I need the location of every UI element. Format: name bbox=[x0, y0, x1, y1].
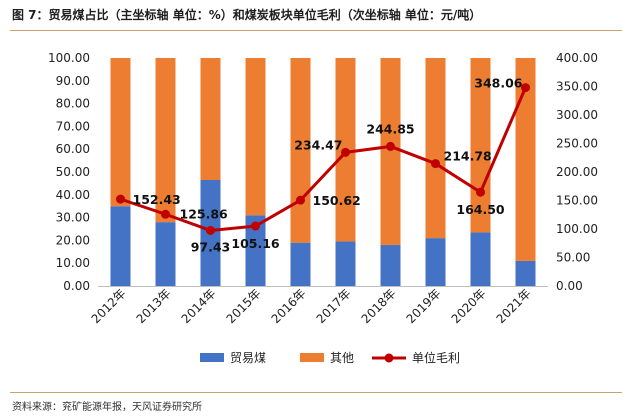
line-marker bbox=[476, 187, 485, 197]
y-right-tick-label: 300.00 bbox=[556, 108, 598, 122]
bar-trade-coal bbox=[470, 232, 491, 286]
data-label: 150.62 bbox=[313, 193, 361, 208]
source-note: 资料来源：兖矿能源年报，天风证券研究所 bbox=[12, 402, 202, 413]
y-right-tick-label: 350.00 bbox=[556, 80, 598, 94]
figure-title: 图 7：贸易煤占比（主坐标轴 单位：%）和煤炭板块单位毛利（次坐标轴 单位：元/… bbox=[12, 8, 482, 22]
bar-trade-coal bbox=[380, 244, 401, 286]
y-right-tick-label: 250.00 bbox=[556, 137, 598, 151]
bar-other bbox=[245, 58, 266, 216]
legend-label-trade-coal: 贸易煤 bbox=[230, 351, 266, 365]
bar-other bbox=[425, 58, 446, 239]
y-left-tick-label: 10.00 bbox=[56, 256, 90, 270]
data-label: 234.47 bbox=[294, 137, 342, 152]
x-tick-label: 2021年 bbox=[494, 286, 534, 326]
data-label: 348.06 bbox=[474, 76, 523, 91]
legend-swatch-other bbox=[300, 353, 324, 362]
data-label: 214.78 bbox=[444, 149, 492, 164]
line-marker bbox=[251, 221, 260, 231]
x-tick-label: 2017年 bbox=[314, 286, 354, 326]
bar-other bbox=[155, 58, 176, 223]
x-tick-label: 2020年 bbox=[449, 286, 489, 326]
source-divider bbox=[10, 392, 622, 393]
data-label: 105.16 bbox=[231, 236, 280, 251]
y-right-tick-label: 100.00 bbox=[556, 222, 598, 236]
bar-trade-coal bbox=[335, 241, 356, 286]
line-marker bbox=[296, 195, 305, 205]
x-tick-label: 2014年 bbox=[179, 286, 219, 326]
y-right-tick-label: 200.00 bbox=[556, 165, 598, 179]
bar-trade-coal bbox=[245, 215, 266, 286]
chart-svg: 0.00 10.00 20.00 30.00 40.00 50.00 60.00 70.00 8… bbox=[48, 51, 598, 365]
y-left-tick-label: 20.00 bbox=[56, 233, 90, 247]
data-label: 164.50 bbox=[456, 202, 505, 217]
y-left-tick-label: 50.00 bbox=[56, 165, 90, 179]
bars-layer bbox=[110, 58, 536, 286]
y-right-tick-label: 50.00 bbox=[556, 251, 590, 265]
x-tick-label: 2013年 bbox=[134, 286, 174, 326]
bar-other bbox=[110, 58, 131, 207]
data-label: 125.86 bbox=[180, 206, 229, 221]
line-marker bbox=[521, 83, 530, 93]
line-layer bbox=[116, 83, 530, 235]
y-left-tick-label: 80.00 bbox=[56, 97, 90, 111]
bar-trade-coal bbox=[290, 242, 311, 286]
y-right-tick-label: 0.00 bbox=[556, 279, 583, 293]
line-marker bbox=[386, 141, 395, 151]
legend: 贸易煤 其他 单位毛利 bbox=[200, 350, 460, 365]
line-marker bbox=[161, 209, 170, 219]
data-label: 97.43 bbox=[191, 239, 231, 254]
y-right-tick-label: 150.00 bbox=[556, 194, 598, 208]
x-tick-label: 2018年 bbox=[359, 286, 399, 326]
line-marker bbox=[206, 225, 215, 235]
line-marker bbox=[431, 159, 440, 169]
data-label: 244.85 bbox=[366, 121, 414, 136]
bar-trade-coal bbox=[425, 238, 446, 286]
legend-marker-line bbox=[384, 353, 394, 363]
x-tick-label: 2015年 bbox=[224, 286, 264, 326]
y-left-tick-label: 60.00 bbox=[56, 142, 90, 156]
y-left-tick-label: 30.00 bbox=[56, 211, 90, 225]
legend-label-line: 单位毛利 bbox=[412, 350, 460, 365]
line-marker bbox=[341, 147, 350, 157]
y-left-tick-label: 0.00 bbox=[63, 279, 90, 293]
bar-other bbox=[515, 58, 536, 261]
y-left-tick-label: 100.00 bbox=[48, 51, 90, 65]
bar-trade-coal bbox=[155, 222, 176, 286]
title-divider bbox=[10, 30, 622, 31]
y-left-tick-label: 90.00 bbox=[56, 74, 90, 88]
x-tick-label: 2019年 bbox=[404, 286, 444, 326]
y-right-tick-label: 400.00 bbox=[556, 51, 598, 65]
x-tick-label: 2016年 bbox=[269, 286, 309, 326]
x-tick-label: 2012年 bbox=[89, 286, 129, 326]
line-marker bbox=[116, 194, 125, 204]
bar-other bbox=[380, 58, 401, 245]
bar-trade-coal bbox=[515, 260, 536, 286]
bar-trade-coal bbox=[110, 206, 131, 286]
line-unit-gross-profit bbox=[120, 87, 527, 232]
bar-other bbox=[200, 58, 221, 180]
y-left-tick-label: 70.00 bbox=[56, 119, 90, 133]
y-left-tick-label: 40.00 bbox=[56, 188, 90, 202]
legend-swatch-trade-coal bbox=[200, 353, 224, 362]
data-label: 152.43 bbox=[133, 192, 181, 207]
legend-label-other: 其他 bbox=[330, 351, 354, 365]
